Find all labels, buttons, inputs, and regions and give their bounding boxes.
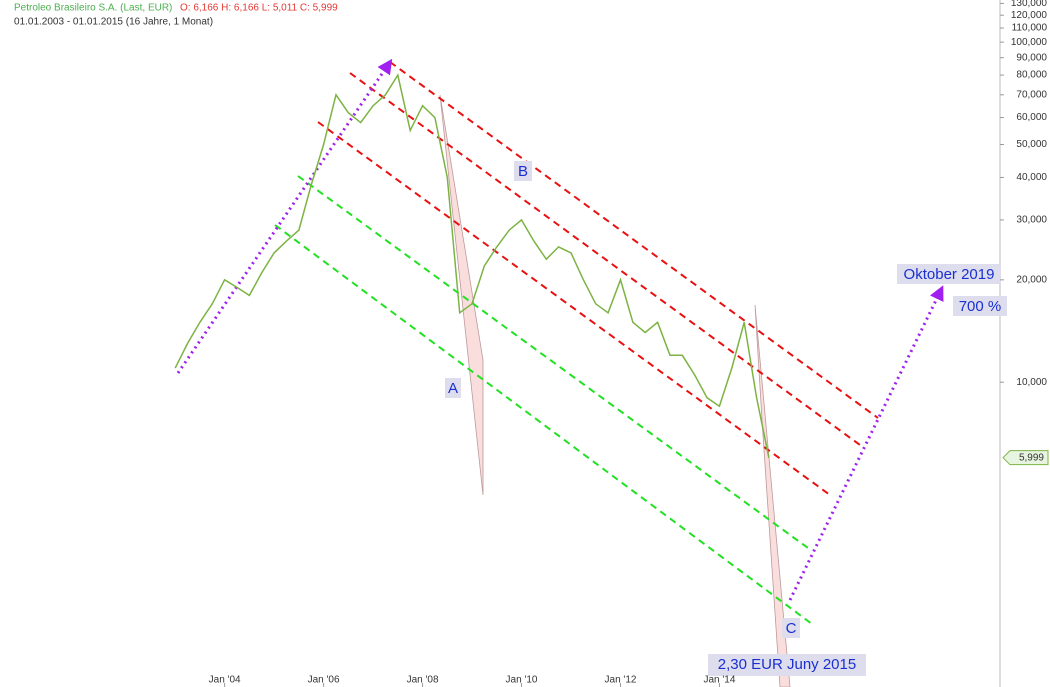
arrow xyxy=(788,285,944,601)
chart-title: Petroleo Brasileiro S.A. (Last, EUR) xyxy=(14,3,172,14)
y-tick-label: 80,000 xyxy=(1016,70,1047,81)
y-tick-label: 90,000 xyxy=(1016,52,1047,63)
x-tick-label: Jan '14 xyxy=(703,675,735,686)
annotation: A xyxy=(448,380,458,397)
channel-line xyxy=(274,224,813,625)
label-box xyxy=(514,161,532,181)
annotation: C xyxy=(786,620,797,637)
arrow xyxy=(176,58,393,374)
channel-line xyxy=(317,121,831,496)
y-tick-label: 120,000 xyxy=(1011,10,1048,21)
x-tick-label: Jan '12 xyxy=(605,675,637,686)
y-tick-label: 50,000 xyxy=(1016,139,1047,150)
y-tick-label: 30,000 xyxy=(1016,215,1047,226)
x-tick-label: Jan '04 xyxy=(209,675,241,686)
wedge-a xyxy=(439,94,484,496)
trend-lines xyxy=(176,58,944,687)
channel-line xyxy=(297,175,809,549)
last-price-tag xyxy=(1002,450,1049,466)
ohlc-text: O: 6,166 H: 6,166 L: 5,011 C: 5,999 xyxy=(180,3,338,14)
y-tick-label: 130,000 xyxy=(1011,0,1048,9)
y-tick-label: 40,000 xyxy=(1016,172,1047,183)
y-tick-label: 110,000 xyxy=(1012,23,1048,34)
subtitle: 01.01.2003 - 01.01.2015 (16 Jahre, 1 Mon… xyxy=(14,17,213,28)
label-box xyxy=(897,264,1001,284)
y-tick-label: 10,000 xyxy=(1016,377,1047,388)
x-tick-label: Jan '06 xyxy=(308,675,340,686)
x-tick-label: Jan '10 xyxy=(506,675,538,686)
last-price-label: 5,999 xyxy=(1019,452,1044,463)
label-box xyxy=(445,378,461,398)
annotation: Oktober 2019 xyxy=(904,266,995,283)
channel-line xyxy=(389,61,879,419)
y-tick-label: 60,000 xyxy=(1016,112,1047,123)
channel-line xyxy=(349,72,861,446)
y-tick-label: 20,000 xyxy=(1016,274,1047,285)
annotation: 700 % xyxy=(959,298,1002,315)
x-tick-label: Jan '08 xyxy=(407,675,439,686)
annotation: 2,30 EUR Juny 2015 xyxy=(718,656,856,673)
label-box xyxy=(953,296,1007,316)
y-tick-label: 70,000 xyxy=(1016,89,1047,100)
y-tick-label: 100,000 xyxy=(1011,37,1048,48)
price-line xyxy=(174,73,770,458)
wedge-c xyxy=(754,304,791,687)
annotation: B xyxy=(518,163,528,180)
label-box xyxy=(708,654,866,676)
label-box xyxy=(782,618,800,638)
